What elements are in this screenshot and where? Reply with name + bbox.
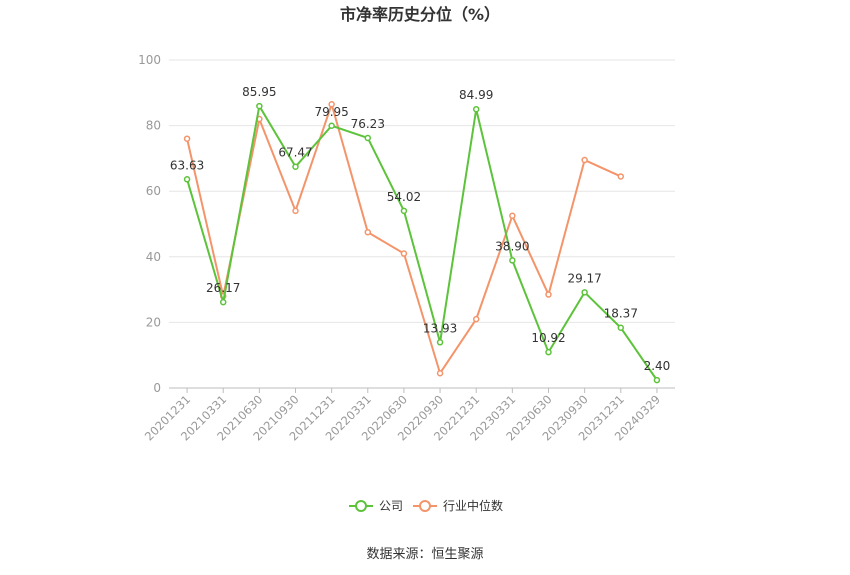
- y-tick-label: 40: [146, 250, 161, 264]
- y-tick-label: 20: [146, 315, 161, 329]
- data-point[interactable]: [364, 228, 372, 236]
- data-label: 79.95: [314, 105, 348, 119]
- series-industry-median: [183, 100, 625, 377]
- legend-marker-company: [355, 500, 367, 512]
- data-point[interactable]: [183, 135, 191, 142]
- data-point[interactable]: [436, 339, 444, 346]
- data-label: 67.47: [278, 146, 312, 160]
- data-point[interactable]: [219, 298, 227, 306]
- data-point[interactable]: [328, 101, 335, 108]
- data-point[interactable]: [581, 289, 588, 296]
- data-label: 29.17: [567, 271, 601, 285]
- legend-item-company[interactable]: 公司: [349, 499, 403, 513]
- data-label: 10.92: [531, 331, 565, 345]
- data-point[interactable]: [545, 348, 552, 356]
- data-label: 63.63: [170, 158, 204, 172]
- series-group: [183, 100, 661, 384]
- data-point[interactable]: [256, 102, 263, 110]
- series-line: [186, 103, 658, 381]
- legend-item-industry-median[interactable]: 行业中位数: [413, 498, 503, 513]
- data-point[interactable]: [400, 250, 408, 257]
- data-point[interactable]: [509, 257, 516, 264]
- legend-label-company: 公司: [379, 499, 403, 513]
- data-label: 38.90: [495, 239, 529, 253]
- legend-marker-industry-median: [419, 500, 431, 512]
- data-point[interactable]: [183, 176, 191, 183]
- grid: [169, 59, 675, 323]
- legend-label-industry-median: 行业中位数: [443, 498, 503, 513]
- data-point[interactable]: [292, 207, 299, 215]
- data-point[interactable]: [472, 315, 480, 323]
- x-axis: 2020123120210331202106302021093020211231…: [142, 388, 663, 444]
- data-label: 76.23: [351, 117, 385, 131]
- chart-title: 市净率历史分位（%）: [340, 5, 500, 24]
- data-point[interactable]: [509, 212, 516, 220]
- data-point[interactable]: [400, 207, 408, 215]
- data-point[interactable]: [617, 173, 625, 180]
- y-axis: 0 20 40 60 80 100: [138, 53, 161, 395]
- data-source: 数据来源：恒生聚源: [366, 547, 483, 562]
- data-label: 84.99: [459, 88, 493, 102]
- data-label: 13.93: [423, 321, 457, 335]
- data-point[interactable]: [364, 134, 372, 142]
- data-point[interactable]: [328, 122, 335, 130]
- data-label: 2.40: [644, 359, 671, 373]
- y-tick-label: 0: [153, 381, 161, 395]
- data-point[interactable]: [292, 163, 299, 170]
- series-company: [183, 102, 661, 384]
- y-tick-label: 80: [146, 119, 161, 133]
- data-point[interactable]: [653, 376, 661, 384]
- data-label: 54.02: [387, 190, 421, 204]
- data-point[interactable]: [581, 156, 588, 164]
- y-tick-label: 100: [138, 53, 161, 67]
- data-point[interactable]: [545, 291, 552, 298]
- data-point[interactable]: [472, 105, 480, 113]
- data-label: 26.17: [206, 281, 240, 295]
- y-tick-label: 60: [146, 184, 161, 198]
- data-point[interactable]: [617, 324, 625, 331]
- data-label: 18.37: [604, 307, 638, 321]
- data-label: 85.95: [242, 85, 276, 99]
- data-point[interactable]: [436, 369, 444, 377]
- legend[interactable]: 公司 行业中位数: [349, 498, 503, 513]
